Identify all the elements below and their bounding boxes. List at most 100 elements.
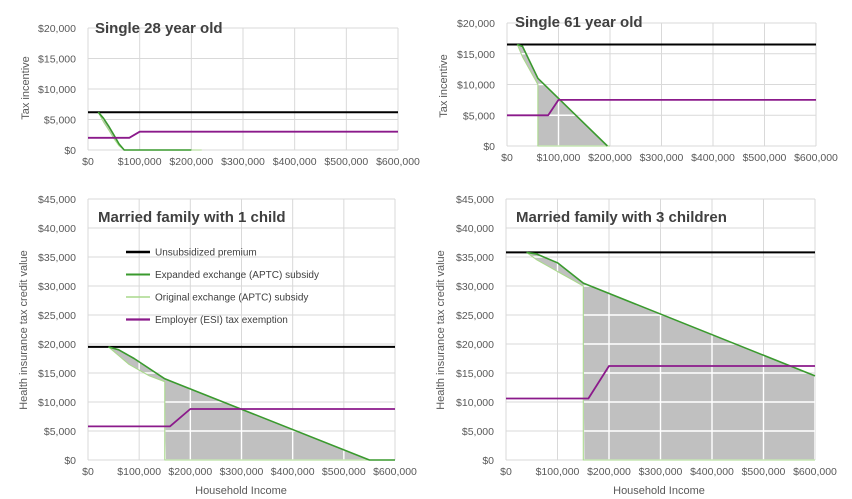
x-axis-label: Household Income [195,485,287,497]
chart-legend: Unsubsidized premium Expanded exchange (A… [126,248,319,326]
x-tick-label: $0 [501,152,513,164]
x-tick-labels: $0 $100,000 $200,000 $300,000 $400,000 $500,0… [501,152,838,164]
y-tick-label: $0 [64,145,76,157]
subsidy-gap-area [108,346,395,460]
x-tick-label: $200,000 [588,152,632,164]
chart-panel-family-1-child: $0 $5,000 $10,000 $15,000 $20,000 $25,000 $30,… [18,194,417,497]
series-line-original [516,44,610,147]
x-tick-label: $0 [82,156,94,168]
x-tick-label: $200,000 [169,156,213,168]
y-tick-labels: $0 $5,000 $10,000 $15,000 $20,000 $25,000 $30,… [456,194,494,467]
y-tick-label: $0 [482,455,494,467]
subsidy-gap-area [517,44,608,146]
x-tick-label: $100,000 [537,152,581,164]
y-tick-label: $20,000 [457,18,495,30]
x-tick-label: $200,000 [587,466,631,478]
gridlines [87,198,396,461]
chart-panel-single-28: $0 $5,000 $10,000 $15,000 $20,000 $0 $100,000… [20,20,420,168]
y-tick-label: $10,000 [456,397,494,409]
x-tick-label: $300,000 [221,156,265,168]
series-lines [507,43,816,147]
y-tick-label: $5,000 [44,115,76,127]
x-tick-labels: $0 $100,000 $200,000 $300,000 $400,000 $500,0… [500,466,837,478]
x-tick-label: $0 [82,466,94,478]
y-axis-label: Health insurance tax credit value [18,250,30,410]
x-tick-label: $600,000 [794,152,838,164]
legend-label: Unsubsidized premium [155,248,257,259]
x-tick-label: $500,000 [742,466,786,478]
series-line-expanded [97,111,192,151]
y-tick-label: $20,000 [38,339,76,351]
y-tick-label: $0 [64,455,76,467]
series-line-employer [507,99,816,117]
y-tick-label: $10,000 [38,84,76,96]
series-line-employer [88,408,395,428]
y-tick-label: $15,000 [456,368,494,380]
y-tick-label: $0 [483,141,495,153]
y-axis-label: Tax incentive [438,54,450,118]
x-tick-label: $600,000 [376,156,420,168]
legend-label: Employer (ESI) tax exemption [155,315,288,326]
y-tick-label: $40,000 [456,223,494,235]
x-tick-label: $300,000 [220,466,264,478]
y-tick-label: $25,000 [456,310,494,322]
x-tick-label: $400,000 [273,156,317,168]
chart-title: Married family with 1 child [98,209,286,226]
chart-title: Single 28 year old [95,20,223,37]
series-line-employer [506,365,815,400]
x-tick-label: $400,000 [690,466,734,478]
y-tick-label: $25,000 [38,310,76,322]
gridlines [87,27,399,151]
series-lines [506,251,816,461]
legend-label: Expanded exchange (APTC) subsidy [155,270,319,281]
x-tick-labels: $0 $100,000 $200,000 $300,000 $400,000 $500,0… [82,156,420,168]
y-tick-label: $5,000 [463,110,495,122]
x-tick-label: $100,000 [117,466,161,478]
series-line-expanded [517,43,608,147]
x-tick-label: $100,000 [118,156,162,168]
y-tick-label: $10,000 [38,397,76,409]
x-tick-label: $500,000 [743,152,787,164]
x-tick-label: $300,000 [640,152,684,164]
y-tick-label: $40,000 [38,223,76,235]
x-tick-label: $100,000 [536,466,580,478]
x-tick-label: $500,000 [324,156,368,168]
chart-title: Single 61 year old [515,14,643,31]
series-line-original [526,251,815,461]
y-tick-labels: $0 $5,000 $10,000 $15,000 $20,000 [457,18,495,153]
x-tick-labels: $0 $100,000 $200,000 $300,000 $400,000 $500,0… [82,466,417,478]
x-axis-label: Household Income [613,485,705,497]
x-tick-label: $400,000 [271,466,315,478]
x-tick-label: $0 [500,466,512,478]
series-line-expanded [108,346,395,461]
y-tick-label: $35,000 [38,252,76,264]
x-tick-label: $200,000 [168,466,212,478]
x-tick-label: $600,000 [373,466,417,478]
series-lines [88,111,398,151]
y-axis-label: Health insurance tax credit value [435,250,447,410]
y-tick-label: $35,000 [456,252,494,264]
legend-label: Original exchange (APTC) subsidy [155,293,308,304]
y-tick-label: $20,000 [38,23,76,35]
y-tick-label: $20,000 [456,339,494,351]
series-line-expanded [526,251,816,377]
y-tick-label: $5,000 [44,426,76,438]
chart-panel-family-3-children: $0 $5,000 $10,000 $15,000 $20,000 $25,000 $30,… [435,194,837,497]
x-tick-label: $300,000 [639,466,683,478]
y-tick-label: $15,000 [457,49,495,61]
y-tick-label: $15,000 [38,54,76,66]
y-tick-labels: $0 $5,000 $10,000 $15,000 $20,000 $25,000 $30,… [38,194,76,467]
series-lines [88,345,395,461]
y-tick-label: $10,000 [457,80,495,92]
x-tick-label: $600,000 [793,466,837,478]
series-line-original [108,346,395,461]
series-line-employer [88,130,398,139]
y-tick-label: $5,000 [462,426,494,438]
y-tick-label: $15,000 [38,368,76,380]
y-tick-label: $30,000 [38,281,76,293]
subsidy-gap-area [526,252,815,460]
y-tick-labels: $0 $5,000 $10,000 $15,000 $20,000 [38,23,76,157]
chart-title: Married family with 3 children [516,209,727,226]
x-tick-label: $500,000 [322,466,366,478]
